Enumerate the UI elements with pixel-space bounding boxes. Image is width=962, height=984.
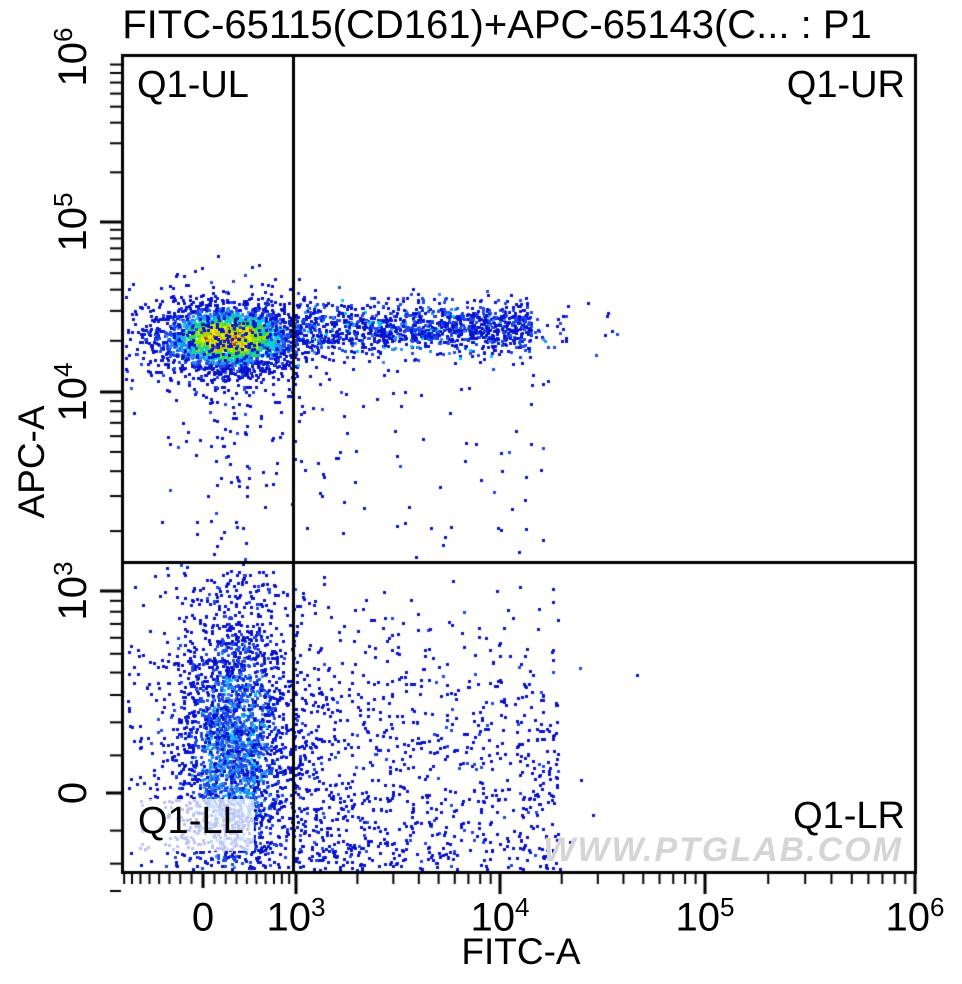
y-tick-label-1e4: 104 bbox=[47, 362, 96, 422]
x-tick-label-0: 0 bbox=[191, 895, 215, 940]
x-tick-label-1e3: 103 bbox=[266, 892, 326, 940]
x-tick-label-1e6: 106 bbox=[885, 892, 945, 940]
y-tick-label-0: 0 bbox=[51, 781, 96, 805]
y-axis-title: APC-A bbox=[11, 405, 52, 519]
watermark: WWW.PTGLAB.COM bbox=[543, 831, 903, 869]
x-tick-label-1e4: 104 bbox=[470, 892, 530, 940]
y-tick-label-1e5: 105 bbox=[47, 192, 96, 252]
y-tick-label-1e6: 106 bbox=[47, 27, 96, 87]
quadrant-label-lr: Q1-LR bbox=[793, 795, 905, 837]
y-tick-label-1e3: 103 bbox=[47, 561, 96, 621]
plot-title: FITC-65115(CD161)+APC-65143(C... : P1 bbox=[122, 3, 872, 47]
x-tick-label-1e5: 105 bbox=[675, 892, 735, 940]
quadrant-label-ur: Q1-UR bbox=[786, 64, 905, 106]
quadrant-label-ll: Q1-LL bbox=[133, 799, 254, 851]
x-axis-title: FITC-A bbox=[461, 931, 581, 972]
quadrant-label-ul: Q1-UL bbox=[137, 64, 249, 106]
